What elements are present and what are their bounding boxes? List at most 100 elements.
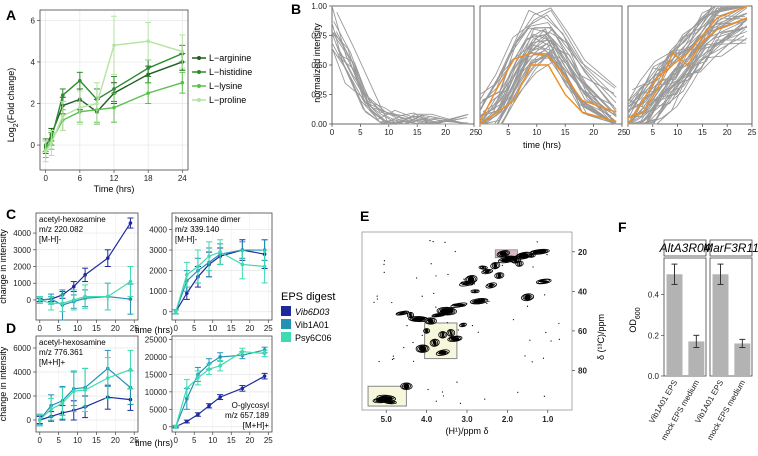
b-facet-0-xtick-label-2: 10 xyxy=(384,128,393,137)
d2-ytick-label-2: 10000 xyxy=(145,388,168,397)
b-facet-0-xtick-label-4: 20 xyxy=(441,128,450,137)
c2-ytick-label-3: 3000 xyxy=(149,246,167,255)
c2-ytick-label-0: 0 xyxy=(163,308,168,317)
panel-label-b: B xyxy=(291,1,301,17)
e-noise-0 xyxy=(542,357,545,359)
d2-series-2-point-4 xyxy=(218,363,222,368)
c1-series-0-point-6 xyxy=(128,221,133,225)
d2-series-2-point-2 xyxy=(196,376,200,380)
e-noise-9 xyxy=(403,346,405,349)
e-noise-27 xyxy=(473,283,475,285)
c1-series-2-point-0 xyxy=(37,298,42,302)
b-facet-2-trace-30 xyxy=(632,5,748,109)
e-peak-0-31-0 xyxy=(447,335,463,342)
e-peak-0-7-0 xyxy=(494,272,505,279)
e-noise-33 xyxy=(526,305,529,307)
e-noise-20 xyxy=(378,360,380,363)
b-facet-1-trace-17 xyxy=(482,36,617,117)
legend-cd: EPS digest Vib6D03 Vib1A01 Psy6C06 xyxy=(281,291,335,343)
a-series-3-line xyxy=(45,40,183,152)
panel-label-d: D xyxy=(6,320,16,336)
d2-series-0-point-6 xyxy=(262,374,267,378)
c1-series-2-point-3 xyxy=(71,298,76,302)
e-peak-1-2-0 xyxy=(383,399,397,405)
e-peak-1-3-0 xyxy=(400,382,413,391)
c2-annotation-2: [M-H]- xyxy=(175,235,198,244)
e-peak-0-22-2 xyxy=(432,340,437,346)
e-peak-0-28-2 xyxy=(524,294,531,300)
b-ylabel: normalized intensity xyxy=(312,23,322,103)
a-series-3-point-6 xyxy=(146,39,150,43)
c2-series-2-point-4 xyxy=(218,250,222,254)
e-peak-1-1-2 xyxy=(379,396,393,401)
e-noise-7 xyxy=(558,322,560,325)
legend-cd-psy6c06: Psy6C06 xyxy=(295,333,332,343)
e-noise-32 xyxy=(442,395,445,397)
c1-series-0-point-3 xyxy=(71,284,76,289)
d1-ytick-label-0: 0 xyxy=(27,416,32,425)
b-facet-1-xtick-label-4: 20 xyxy=(589,128,598,137)
f2-frame xyxy=(709,257,753,377)
d1-annotation-2: [M+H]+ xyxy=(39,358,66,367)
legend-cd-swatch-vib6d03 xyxy=(281,306,291,316)
c1-series-2-point-1 xyxy=(49,301,53,306)
e-noise-51 xyxy=(441,391,444,393)
a-xtick-label-4: 24 xyxy=(178,174,187,183)
a-xtick-label-2: 12 xyxy=(110,174,119,183)
e-noise-44 xyxy=(433,292,435,294)
b-facet-1-trace-21 xyxy=(482,26,617,116)
e-peak-0-12-2 xyxy=(532,250,547,254)
f2-strip xyxy=(709,239,753,257)
panel-label-f: F xyxy=(618,219,627,235)
e-peak-0-33-1 xyxy=(417,345,428,353)
d1-xtick-label-0: 0 xyxy=(38,436,43,445)
e-noise-56 xyxy=(415,277,418,279)
e-peak-1-3-2 xyxy=(403,383,410,389)
e-peak-0-18-0 xyxy=(423,328,431,334)
e-peak-0-23-1 xyxy=(408,312,413,318)
e-noise-57 xyxy=(376,295,378,297)
e-noise-11 xyxy=(427,388,429,391)
e-peak-0-19-1 xyxy=(409,316,428,322)
d2-xtick-label-0: 0 xyxy=(173,436,178,445)
f2-bar-0 xyxy=(712,274,729,376)
e-noise-43 xyxy=(558,338,560,340)
e-peak-0-20-2 xyxy=(449,330,453,336)
e-ylabel: δ (¹³C)/ppm xyxy=(596,314,606,360)
e-peak-0-30-1 xyxy=(460,323,466,327)
e-peak-0-24-2 xyxy=(398,311,406,315)
e-peak-0-24-1 xyxy=(397,311,408,315)
d2-series-0-point-4 xyxy=(218,395,222,399)
e-peak-0-11-1 xyxy=(529,254,535,258)
a-ylabel: Log2(Fold change) xyxy=(6,68,20,142)
e-peak-0-29-1 xyxy=(537,278,550,284)
e-peak-0-21-2 xyxy=(441,332,445,338)
f1-title: AltA3R04 xyxy=(659,241,711,255)
c1-xtick-label-1: 5 xyxy=(56,324,61,333)
e-peak-0-31-1 xyxy=(448,336,461,342)
e-peak-1-1-0 xyxy=(376,394,397,402)
c1-series-2-point-5 xyxy=(105,294,110,299)
c1-ytick-label-3: 3000 xyxy=(13,246,31,255)
b-facet-2-trace-41 xyxy=(628,23,744,125)
e-peak-0-0-0 xyxy=(496,250,511,258)
b-ytick-label-4: 1.00 xyxy=(311,2,327,11)
e-peak-0-18-1 xyxy=(424,328,429,334)
b-facet-2-trace-40 xyxy=(629,5,748,103)
a-series-2-point-7 xyxy=(180,80,185,85)
b-facet-1-frame xyxy=(479,5,623,125)
e-peak-0-14-0 xyxy=(450,302,468,308)
e-noise-55 xyxy=(544,294,546,296)
e-ytick-label-1: 40 xyxy=(578,287,587,296)
d1-series-2-point-3 xyxy=(71,389,76,394)
a-ytick-label-3: 6 xyxy=(31,16,36,25)
e-peak-0-27-2 xyxy=(518,261,521,266)
e-noise-26 xyxy=(536,241,538,243)
e-noise-15 xyxy=(545,331,547,334)
a-xtick-label-3: 18 xyxy=(144,174,153,183)
e-peak-0-9-0 xyxy=(497,256,517,264)
e-peak-0-20-1 xyxy=(448,329,454,337)
e-noise-13 xyxy=(532,266,534,268)
c1-series-0-point-5 xyxy=(105,256,110,260)
c2-xtick-label-1: 5 xyxy=(192,324,197,333)
